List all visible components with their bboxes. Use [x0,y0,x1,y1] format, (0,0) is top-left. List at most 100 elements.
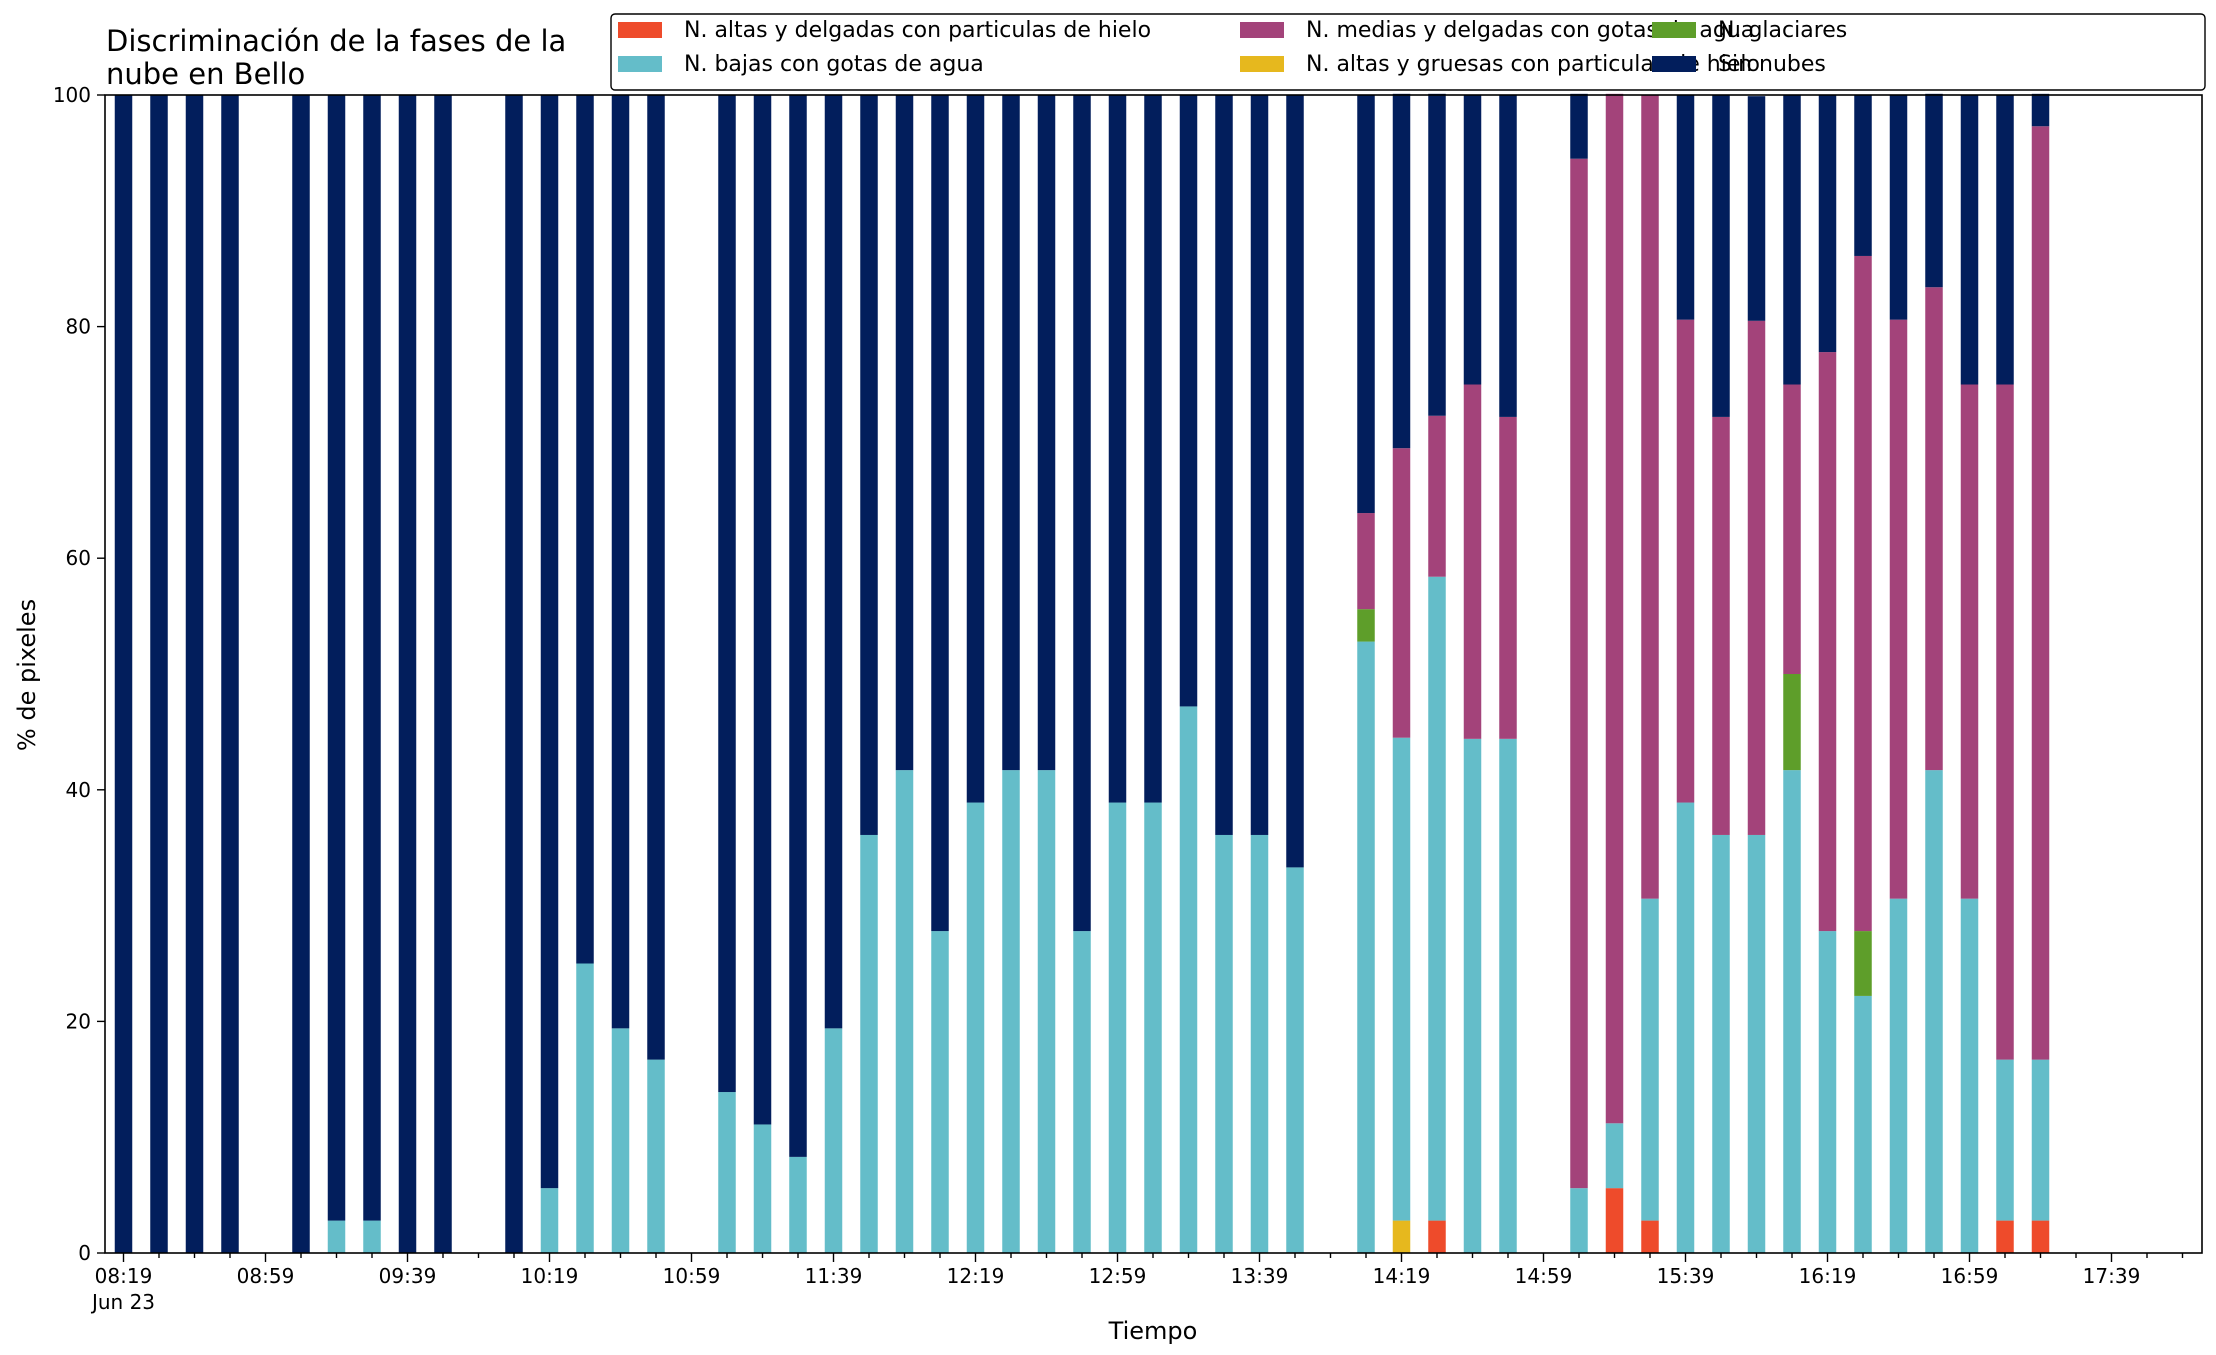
bar-segment-5-14 [611,95,630,1029]
bar-segment-2-49 [1854,995,1872,1253]
bar-segment-2-37 [1428,576,1446,1221]
bar-segment-4-42 [1605,93,1624,1124]
bar-segment-0-54 [2031,1220,2050,1253]
bar-segment-5-33 [1286,95,1304,868]
y-axis-label: % de pixeles [13,599,41,751]
bar-segment-5-27 [1073,95,1091,932]
bar-segment-2-51 [1925,770,1943,1253]
x-axis-label: Tiempo [1108,1317,1198,1345]
bar-segment-2-24 [966,802,985,1253]
x-tick-label: 15:39 [1657,1264,1715,1288]
bar-segment-5-32 [1250,95,1269,835]
bar-segment-1-36 [1392,1220,1411,1253]
x-tick-label: 10:59 [663,1264,721,1288]
bar-segment-2-29 [1144,802,1162,1253]
bar-segment-5-23 [931,95,949,932]
bar-segment-2-6 [327,1220,346,1253]
bar-segment-5-5 [292,95,310,1253]
legend-box [610,13,2206,91]
x-tick-label: 08:59 [237,1264,295,1288]
bar-segment-2-22 [895,770,914,1253]
y-tick-label: 100 [53,83,91,107]
x-tick-label: 14:19 [1373,1264,1431,1288]
bar-segment-2-12 [540,1188,559,1253]
bar-segment-5-11 [505,95,523,1253]
bar-segment-2-38 [1463,738,1482,1253]
bar-segment-5-17 [718,95,736,1093]
legend-swatch-0 [618,22,662,38]
bar-segment-4-49 [1854,255,1872,932]
bar-segment-2-50 [1889,898,1908,1253]
bars-layer [114,93,2050,1253]
bar-segment-5-54 [2031,93,2050,127]
chart-title-line-2: nube en Bello [106,57,305,91]
bar-segment-5-50 [1889,95,1908,320]
bar-segment-2-14 [611,1028,630,1253]
bar-segment-4-46 [1747,320,1766,835]
legend-label-5: Sin nubes [1718,52,1826,77]
bar-segment-5-12 [540,95,559,1189]
bar-segment-4-54 [2031,126,2050,1060]
x-tick-label: 09:39 [379,1264,437,1288]
bar-segment-2-21 [860,834,878,1253]
bar-segment-2-15 [647,1059,665,1253]
bar-segment-4-37 [1428,415,1446,577]
y-tick-label: 40 [66,778,91,802]
x-tick-label: 12:59 [1089,1264,1147,1288]
bar-segment-5-0 [114,95,133,1253]
bar-segment-2-54 [2031,1059,2050,1221]
x-tick-label: 16:59 [1941,1264,1999,1288]
bar-segment-2-33 [1286,867,1304,1253]
x-tick-sublabel: Jun 23 [90,1290,155,1314]
bar-segment-5-9 [434,95,452,1253]
x-tick-label: 10:19 [521,1264,579,1288]
bar-segment-2-23 [931,931,949,1253]
bar-segment-5-36 [1392,93,1411,449]
bar-segment-2-53 [1996,1059,2014,1221]
bar-segment-5-20 [824,95,843,1029]
legend-swatch-5 [1652,56,1696,72]
x-tick-label: 14:59 [1515,1264,1573,1288]
bar-segment-2-48 [1818,931,1837,1253]
bar-segment-4-45 [1712,416,1730,835]
x-tick-label: 16:19 [1799,1264,1857,1288]
bar-segment-5-39 [1499,95,1517,417]
bar-segment-5-19 [789,95,807,1157]
bar-segment-3-49 [1854,931,1872,996]
bar-segment-2-20 [824,1028,843,1253]
bar-segment-3-47 [1783,674,1801,771]
legend-label-0: N. altas y delgadas con particulas de hi… [684,18,1151,43]
bar-segment-2-45 [1712,834,1730,1253]
bar-segment-5-37 [1428,93,1446,416]
bar-segment-5-6 [327,95,346,1221]
bar-segment-5-1 [150,95,168,1253]
bar-segment-2-31 [1215,834,1233,1253]
bar-segment-5-51 [1925,93,1943,288]
bar-segment-2-13 [576,963,594,1253]
bar-segment-0-42 [1605,1188,1624,1253]
bar-segment-4-52 [1960,384,1979,899]
bar-segment-5-28 [1108,95,1127,803]
bar-segment-5-15 [647,95,665,1060]
bar-segment-5-24 [966,95,985,803]
bar-segment-2-26 [1037,770,1056,1253]
x-tick-label: 12:19 [947,1264,1005,1288]
axes-layer: 0 20 40 60 80 100 08:19 08:59 09:39 10:19 10:59 11:… [53,83,2203,1314]
bar-segment-2-52 [1960,898,1979,1253]
chart-title-line-1: Discriminación de la fases de la [106,24,566,58]
bar-segment-2-30 [1179,706,1198,1253]
bar-segment-4-48 [1818,352,1837,932]
bar-segment-2-36 [1392,737,1411,1221]
bar-segment-5-7 [363,95,381,1221]
bar-segment-2-47 [1783,770,1801,1253]
bar-segment-5-29 [1144,95,1162,803]
bar-segment-5-49 [1854,95,1872,256]
bar-segment-5-53 [1996,95,2014,385]
bar-segment-5-26 [1037,95,1056,771]
bar-segment-2-18 [753,1124,772,1253]
bar-segment-0-53 [1996,1220,2014,1253]
bar-segment-5-25 [1002,95,1020,771]
bar-segment-4-53 [1996,384,2014,1060]
bar-segment-5-48 [1818,95,1837,353]
